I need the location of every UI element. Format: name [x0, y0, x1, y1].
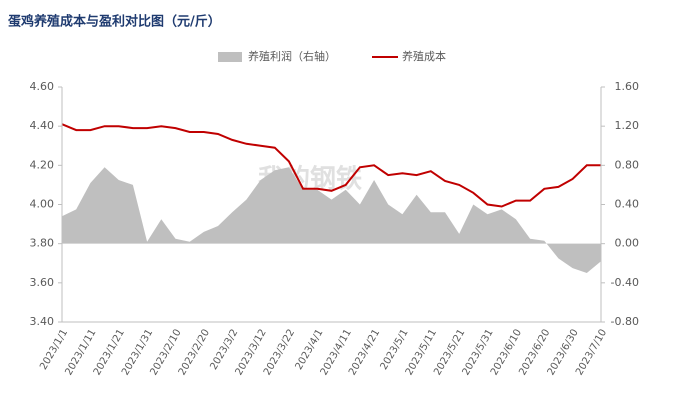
y2-tick-label: 1.60 — [615, 80, 640, 93]
y2-tick-label: 1.20 — [615, 119, 640, 132]
y-tick-label: 4.40 — [30, 119, 55, 132]
y-tick-label: 4.60 — [30, 80, 55, 93]
y-tick-label: 3.80 — [30, 237, 55, 250]
y2-tick-label: -0.40 — [611, 276, 639, 289]
x-tick-label: 2023/3/2 — [208, 328, 240, 372]
y2-tick-label: 0.00 — [615, 237, 640, 250]
y-tick-label: 4.00 — [30, 198, 55, 211]
legend-label: 养殖成本 — [402, 49, 446, 63]
y-tick-label: 4.20 — [30, 158, 55, 171]
profit-area — [62, 167, 601, 273]
y-tick-label: 3.60 — [30, 276, 55, 289]
cost-line — [61, 123, 601, 208]
x-tick-label: 2023/4/1 — [294, 328, 326, 372]
legend-label: 养殖利润（右轴） — [248, 49, 336, 63]
chart-title: 蛋鸡养殖成本与盈利对比图（元/斤） — [8, 14, 221, 30]
x-tick-label: 2023/5/1 — [379, 328, 411, 372]
x-tick-label: 2023/1/1 — [38, 328, 70, 372]
y-tick-label: 3.40 — [30, 315, 55, 328]
y2-tick-label: 0.40 — [615, 198, 640, 211]
y2-tick-label: -0.80 — [611, 315, 639, 328]
legend-swatch — [218, 52, 242, 62]
y2-tick-label: 0.80 — [615, 158, 640, 171]
